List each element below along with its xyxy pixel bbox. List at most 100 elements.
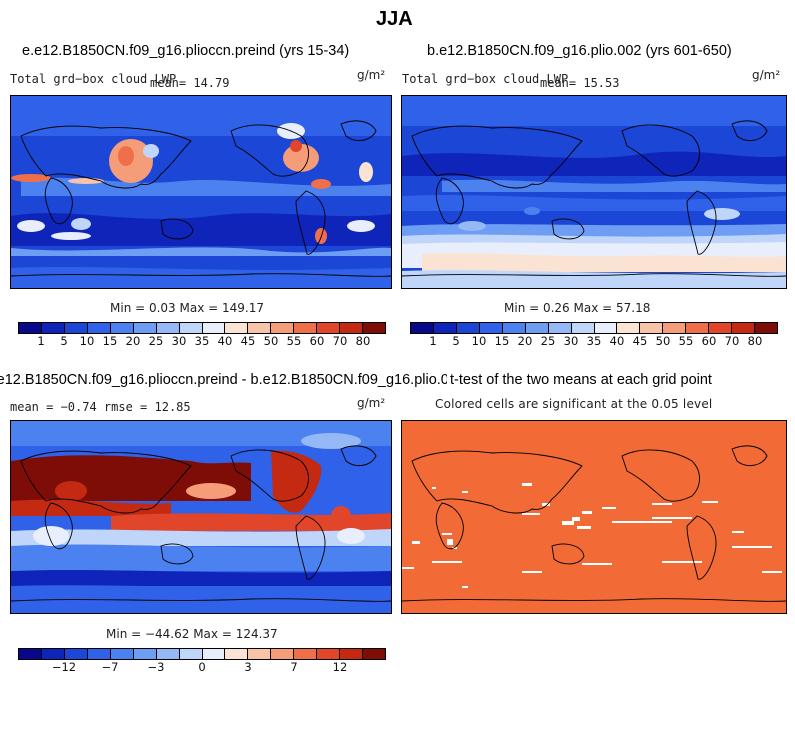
colorbar-swatch xyxy=(179,649,203,659)
colorbar-swatch xyxy=(340,323,364,333)
colorbar-tick-label: 45 xyxy=(240,334,256,348)
colorbar-tick-label: 15 xyxy=(102,334,118,348)
colorbar-swatch xyxy=(271,323,295,333)
panel2-map xyxy=(401,95,787,289)
colorbar-swatch xyxy=(225,649,249,659)
colorbar-swatch xyxy=(271,649,295,659)
panel1-mean: mean= 14.79 xyxy=(150,76,230,90)
panel4-map-svg xyxy=(401,421,787,613)
panel4-title: t-test of the two means at each grid poi… xyxy=(450,372,712,388)
colorbar-swatch xyxy=(755,323,777,333)
colorbar-tick-label: 25 xyxy=(540,334,556,348)
colorbar-swatch xyxy=(87,323,111,333)
colorbar-swatch xyxy=(225,323,249,333)
colorbar-swatch xyxy=(548,323,572,333)
panel4-subtitle: Colored cells are significant at the 0.0… xyxy=(435,397,713,411)
colorbar-swatch xyxy=(202,323,226,333)
colorbar-tick-label: 3 xyxy=(244,660,252,674)
colorbar-tick-label: 15 xyxy=(494,334,510,348)
panel2-mean: mean= 15.53 xyxy=(540,76,620,90)
colorbar-tick-label: 20 xyxy=(125,334,141,348)
figure-title: JJA xyxy=(376,8,413,30)
colorbar-swatch xyxy=(340,649,364,659)
ttest-significant-area xyxy=(402,421,786,613)
colorbar-swatch xyxy=(732,323,756,333)
colorbar-swatch xyxy=(663,323,687,333)
colorbar-tick-label: −12 xyxy=(51,660,77,674)
colorbar-swatch xyxy=(502,323,526,333)
panel3-map-svg xyxy=(10,421,392,613)
colorbar-tick-label: 80 xyxy=(355,334,371,348)
panel3-units: g/m² xyxy=(357,396,386,410)
panel2-map-svg xyxy=(401,96,787,288)
panel3-title-clip: e.e12.B1850CN.f09_g16.plioccn.preind - b… xyxy=(0,371,447,391)
colorbar-tick-label: 70 xyxy=(332,334,348,348)
colorbar-diff-labels: −12 −7 −3 0 3 7 12 xyxy=(18,660,386,676)
colorbar-swatch xyxy=(363,649,385,659)
colorbar-tick-label: 0 xyxy=(198,660,206,674)
colorbar-tick-label: 5 xyxy=(452,334,460,348)
colorbar-tick-label: 40 xyxy=(609,334,625,348)
panel1-units: g/m² xyxy=(357,68,386,82)
panel1-map-svg xyxy=(10,96,392,288)
colorbar-swatch xyxy=(202,649,226,659)
colorbar-tick-label: 25 xyxy=(148,334,164,348)
colorbar-tick-label: 60 xyxy=(701,334,717,348)
colorbar-tick-label: 30 xyxy=(563,334,579,348)
colorbar-swatch xyxy=(19,323,42,333)
colorbar-top-right-labels: 1 5 10 15 20 25 30 35 40 45 50 55 60 70 80 xyxy=(410,334,778,350)
colorbar-tick-label: 80 xyxy=(747,334,763,348)
colorbar-tick-label: −3 xyxy=(147,660,165,674)
colorbar-swatch xyxy=(525,323,549,333)
colorbar-swatch xyxy=(87,649,111,659)
panel3-stats: mean = −0.74 rmse = 12.85 xyxy=(10,400,191,414)
colorbar-swatch xyxy=(709,323,733,333)
colorbar-swatch xyxy=(64,323,88,333)
panel3-title: e.e12.B1850CN.f09_g16.plioccn.preind - b… xyxy=(0,372,447,388)
colorbar-top-right xyxy=(410,322,778,334)
panel2-title: b.e12.B1850CN.f09_g16.plio.002 (yrs 601-… xyxy=(427,43,732,59)
colorbar-tick-label: 35 xyxy=(194,334,210,348)
colorbar-tick-label: 1 xyxy=(37,334,45,348)
colorbar-tick-label: 40 xyxy=(217,334,233,348)
panel3-minmax: Min = −44.62 Max = 124.37 xyxy=(106,627,278,641)
colorbar-swatch xyxy=(479,323,503,333)
colorbar-swatch xyxy=(317,323,341,333)
colorbar-swatch xyxy=(594,323,618,333)
colorbar-swatch xyxy=(110,323,134,333)
colorbar-tick-label: 1 xyxy=(429,334,437,348)
panel2-units: g/m² xyxy=(752,68,781,82)
colorbar-tick-label: 70 xyxy=(724,334,740,348)
colorbar-tick-label: 12 xyxy=(332,660,348,674)
colorbar-tick-label: 55 xyxy=(678,334,694,348)
colorbar-swatch xyxy=(294,649,318,659)
colorbar-swatch xyxy=(363,323,385,333)
colorbar-swatch xyxy=(294,323,318,333)
colorbar-tick-label: 10 xyxy=(79,334,95,348)
panel1-field-label: Total grd−box cloud LWP xyxy=(10,72,177,86)
colorbar-tick-label: 5 xyxy=(60,334,68,348)
colorbar-swatch xyxy=(156,323,180,333)
colorbar-swatch xyxy=(640,323,664,333)
colorbar-swatch xyxy=(248,649,272,659)
panel2-minmax: Min = 0.26 Max = 57.18 xyxy=(504,301,651,315)
panel2-field-label: Total grd−box cloud LWP xyxy=(402,72,569,86)
colorbar-swatch xyxy=(686,323,710,333)
colorbar-swatch xyxy=(411,323,434,333)
colorbar-swatch xyxy=(133,323,157,333)
colorbar-tick-label: 35 xyxy=(586,334,602,348)
colorbar-tick-label: 7 xyxy=(290,660,298,674)
colorbar-tick-label: −7 xyxy=(101,660,119,674)
colorbar-diff xyxy=(18,648,386,660)
colorbar-tick-label: 10 xyxy=(471,334,487,348)
colorbar-swatch xyxy=(179,323,203,333)
panel1-title: e.e12.B1850CN.f09_g16.plioccn.preind (yr… xyxy=(22,43,350,59)
colorbar-swatch xyxy=(317,649,341,659)
colorbar-swatch xyxy=(571,323,595,333)
colorbar-swatch xyxy=(248,323,272,333)
panel3-map xyxy=(10,420,392,614)
colorbar-swatch xyxy=(433,323,457,333)
colorbar-tick-label: 50 xyxy=(263,334,279,348)
colorbar-tick-label: 20 xyxy=(517,334,533,348)
colorbar-swatch xyxy=(156,649,180,659)
